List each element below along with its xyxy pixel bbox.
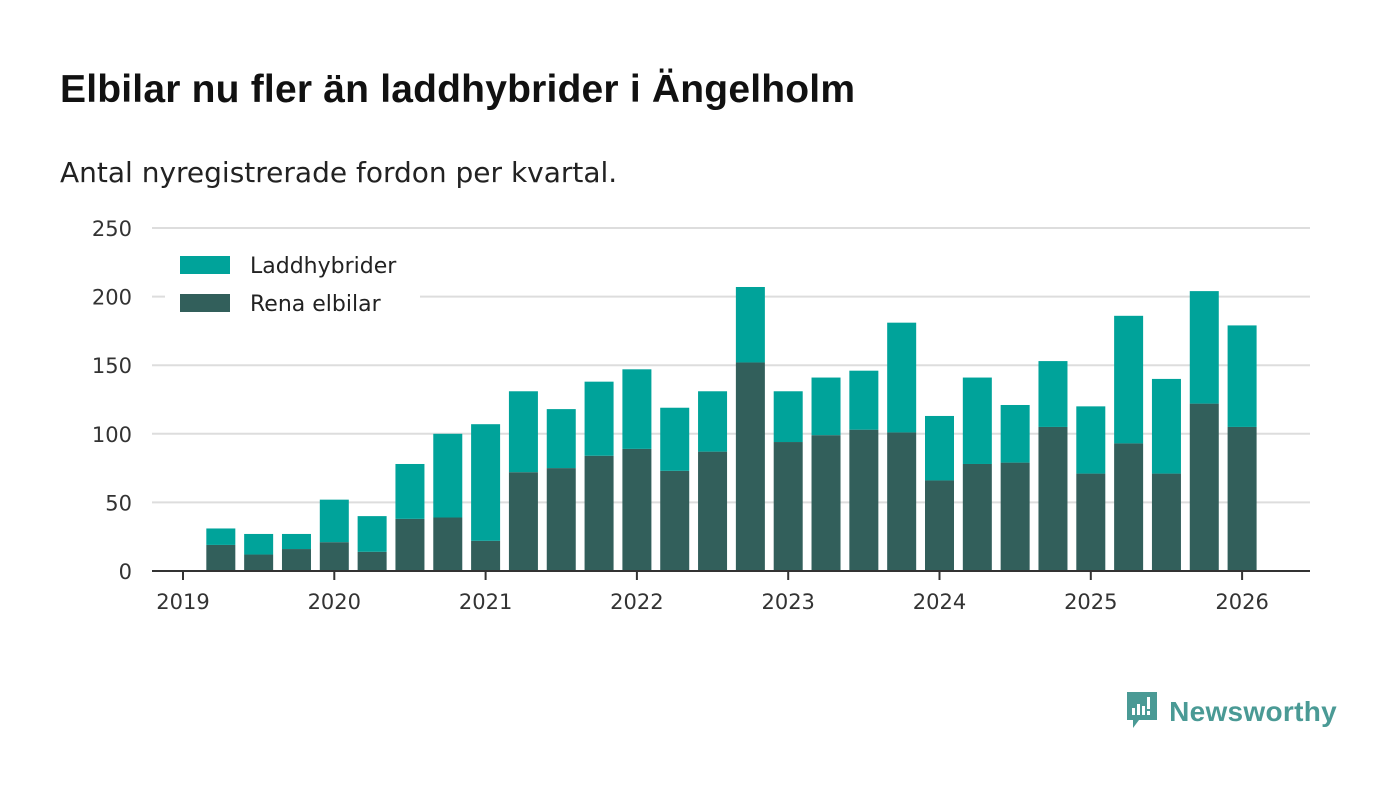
x-tick-label: 2021 [459, 590, 512, 614]
y-tick-label: 250 [92, 217, 132, 241]
bar-laddhybrider [546, 409, 576, 469]
bar-laddhybrider [660, 407, 690, 471]
bar-rena-elbilar [319, 542, 349, 571]
bar-laddhybrider [1189, 291, 1219, 404]
y-tick-label: 50 [105, 491, 132, 515]
x-tick-label: 2020 [308, 590, 361, 614]
x-tick-label: 2026 [1215, 590, 1268, 614]
newsworthy-logo: Newsworthy [1125, 690, 1337, 734]
bar-rena-elbilar [546, 468, 576, 571]
bars [206, 286, 1257, 571]
bar-rena-elbilar [1189, 403, 1219, 571]
bar-laddhybrider [698, 391, 728, 452]
bar-rena-elbilar [849, 429, 879, 571]
bar-rena-elbilar [1227, 426, 1257, 571]
bar-laddhybrider [1114, 315, 1144, 444]
x-tick-label: 2025 [1064, 590, 1117, 614]
bar-rena-elbilar [1000, 462, 1030, 571]
bar-laddhybrider [925, 415, 954, 481]
y-tick-label: 200 [92, 286, 132, 310]
bar-laddhybrider [1151, 378, 1181, 474]
bar-rena-elbilar [281, 549, 311, 571]
bar-rena-elbilar [471, 540, 501, 571]
bar-rena-elbilar [508, 472, 538, 571]
bar-laddhybrider [622, 369, 652, 449]
bar-rena-elbilar [698, 451, 728, 571]
bar-rena-elbilar [622, 448, 652, 571]
bar-laddhybrider [244, 533, 274, 555]
bar-laddhybrider [206, 528, 236, 545]
bar-laddhybrider [735, 286, 765, 363]
bar-laddhybrider [1038, 361, 1068, 427]
bar-laddhybrider [1227, 325, 1257, 427]
bar-laddhybrider [471, 424, 501, 541]
bar-laddhybrider [281, 533, 311, 550]
bar-rena-elbilar [1114, 443, 1144, 571]
bar-rena-elbilar [357, 551, 387, 571]
y-tick-label: 150 [92, 354, 132, 378]
bar-laddhybrider [1000, 404, 1030, 463]
bar-laddhybrider [811, 377, 841, 436]
bar-laddhybrider [395, 463, 425, 519]
legend-label: Rena elbilar [250, 292, 382, 317]
newsworthy-wordmark: Newsworthy [1169, 696, 1337, 727]
newsworthy-logo-icon [1125, 690, 1159, 734]
x-tick-label: 2023 [761, 590, 814, 614]
bar-laddhybrider [887, 322, 917, 433]
bar-laddhybrider [508, 391, 538, 473]
bar-rena-elbilar [773, 442, 803, 571]
bar-laddhybrider [1076, 406, 1106, 474]
x-tick-label: 2022 [610, 590, 663, 614]
bar-rena-elbilar [887, 432, 917, 571]
bar-rena-elbilar [660, 470, 690, 571]
bar-rena-elbilar [1038, 426, 1068, 571]
bar-laddhybrider [773, 391, 803, 443]
bar-rena-elbilar [811, 435, 841, 571]
bar-rena-elbilar [244, 554, 274, 571]
axes: 0 50 100 150 200 250 2019 2020 2021 2022 2023 2024 2… [92, 217, 1310, 614]
legend-swatch [180, 294, 230, 312]
bar-rena-elbilar [395, 518, 425, 571]
bar-laddhybrider [584, 381, 614, 456]
chart-subtitle: Antal nyregistrerade fordon per kvartal. [60, 156, 618, 189]
bar-rena-elbilar [925, 480, 954, 571]
bar-rena-elbilar [584, 455, 614, 571]
x-tick-label: 2024 [913, 590, 966, 614]
bar-laddhybrider [319, 499, 349, 543]
y-tick-label: 100 [92, 423, 132, 447]
bar-rena-elbilar [206, 544, 236, 571]
bar-laddhybrider [849, 370, 879, 430]
legend: Laddhybrider Rena elbilar [165, 242, 420, 324]
x-tick-label: 2019 [156, 590, 209, 614]
bar-rena-elbilar [1151, 473, 1181, 571]
bar-rena-elbilar [433, 517, 463, 571]
bar-rena-elbilar [1076, 473, 1106, 571]
bar-rena-elbilar [735, 362, 765, 571]
y-tick-label: 0 [119, 560, 132, 584]
legend-swatch [180, 256, 230, 274]
bar-laddhybrider [357, 516, 387, 552]
chart-title: Elbilar nu fler än laddhybrider i Ängelh… [60, 68, 856, 111]
bar-laddhybrider [962, 377, 992, 464]
bar-laddhybrider [433, 433, 463, 518]
bar-rena-elbilar [962, 463, 992, 571]
stacked-bar-chart: 0 50 100 150 200 250 2019 2020 2021 2022 2023 2024 2… [92, 217, 1310, 614]
legend-label: Laddhybrider [250, 254, 397, 279]
